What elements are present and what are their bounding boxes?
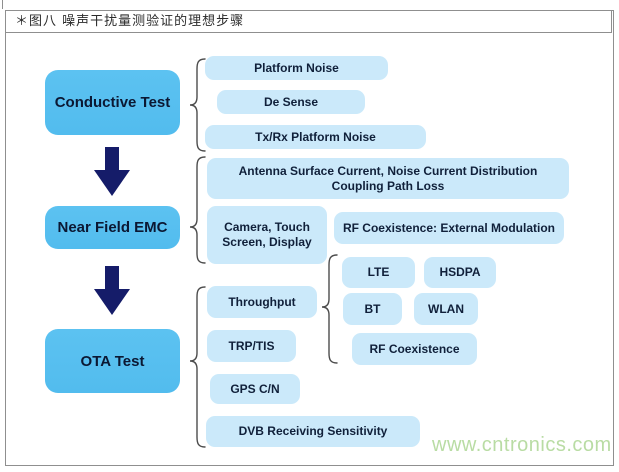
curly-brace-conductive xyxy=(189,58,206,152)
stage-conductive-test: Conductive Test xyxy=(45,70,180,135)
item-antenna-surface-current: Antenna Surface Current, Noise Current D… xyxy=(207,158,569,199)
item-rf-coexistence-external: RF Coexistence: External Modulation xyxy=(334,212,564,244)
item-throughput: Throughput xyxy=(207,286,317,318)
watermark-text: www.cntronics.com xyxy=(432,434,612,456)
item-camera-touch-display: Camera, Touch Screen, Display xyxy=(207,206,327,264)
item-dvb-receiving-sensitivity: DVB Receiving Sensitivity xyxy=(206,416,420,447)
curly-brace-near-field xyxy=(189,156,206,264)
item-de-sense: De Sense xyxy=(217,90,365,114)
item-antenna-line2: Coupling Path Loss xyxy=(331,178,445,193)
item-gps-cn: GPS C/N xyxy=(210,374,300,404)
item-antenna-line1: Antenna Surface Current, Noise Current D… xyxy=(238,163,538,178)
item-trp-tis: TRP/TIS xyxy=(207,330,296,362)
stage-near-field-emc: Near Field EMC xyxy=(45,206,180,249)
down-arrow-icon xyxy=(94,266,130,315)
item-wlan: WLAN xyxy=(414,293,478,325)
item-platform-noise: Platform Noise xyxy=(205,56,388,80)
curly-brace-throughput xyxy=(321,254,338,364)
item-hsdpa: HSDPA xyxy=(424,257,496,288)
curly-brace-ota xyxy=(189,286,206,448)
down-arrow-icon xyxy=(94,147,130,196)
item-rf-coexistence: RF Coexistence xyxy=(352,333,477,365)
page-edge-tick xyxy=(2,0,3,9)
stage-ota-test: OTA Test xyxy=(45,329,180,393)
item-bt: BT xyxy=(343,293,402,325)
figure-caption: ＊图八 噪声干扰量测验证的理想步骤 xyxy=(5,10,612,33)
item-txrx-platform-noise: Tx/Rx Platform Noise xyxy=(205,125,426,149)
item-lte: LTE xyxy=(342,257,415,288)
